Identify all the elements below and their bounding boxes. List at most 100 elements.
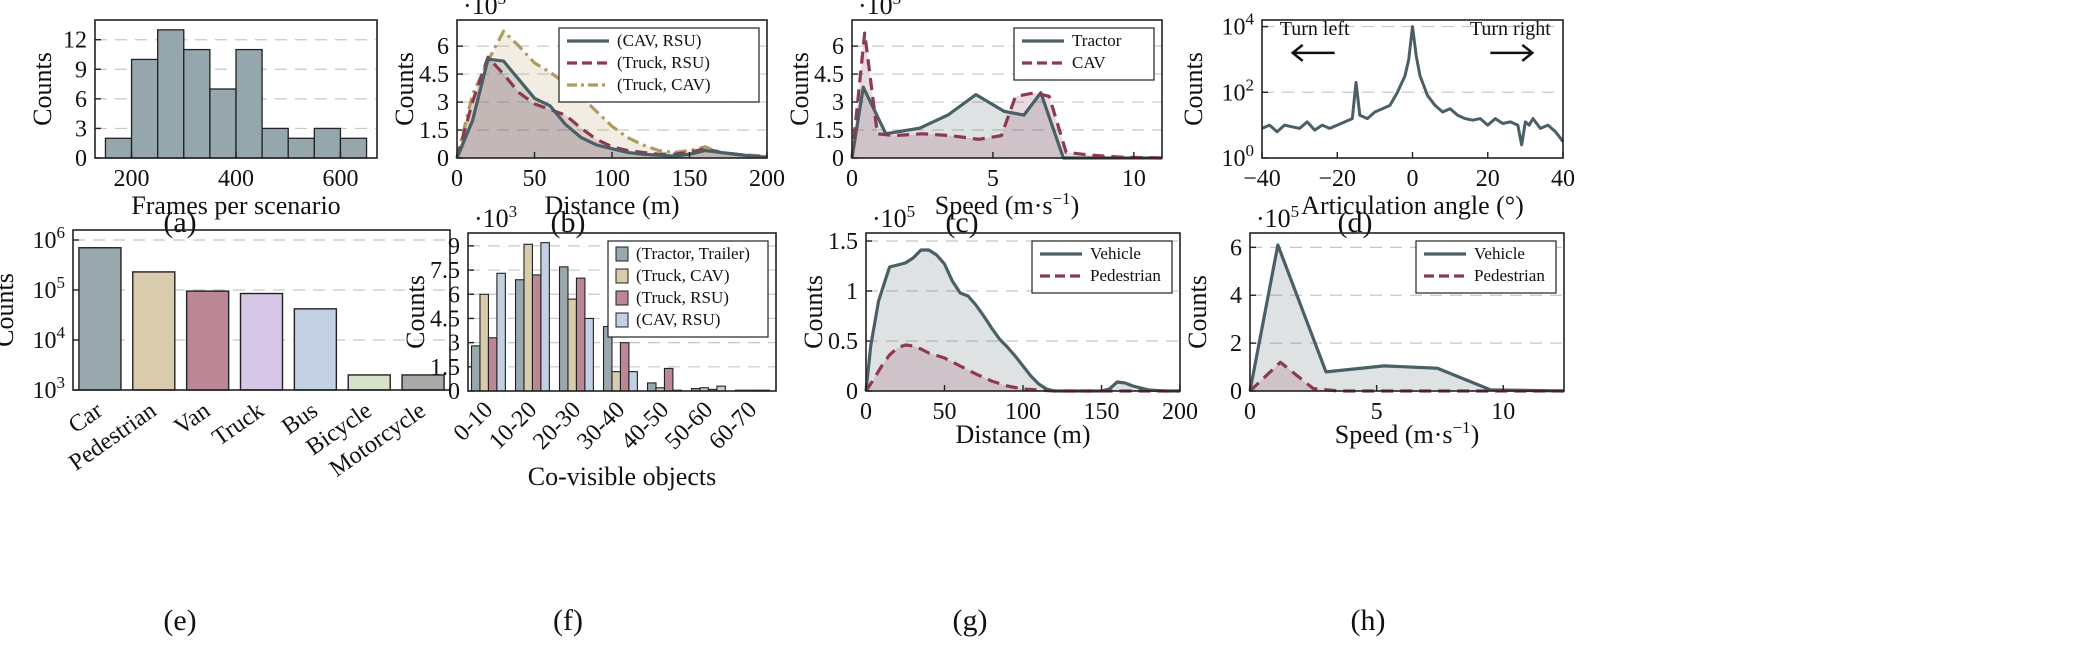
y-tick-label: 0.5 [828,329,858,355]
x-tick-label: 100 [1005,399,1041,425]
bar-(Tractor, Trailer) [646,382,657,392]
legend-label: (Truck, CAV) [617,75,711,94]
legend-box [1415,240,1557,294]
y-tick-label: 6 [75,87,87,113]
bar-(Tractor, Trailer) [558,266,569,392]
panel-c: 01.534.56 0 5 10 ·103 Speed (m·s−1) Counts (c) T… [785,0,1163,239]
y-tick-label: 12 [63,28,87,54]
area-fill-(Truck, RSU) [457,57,767,158]
y-tick-label: 0 [832,146,844,172]
bar-(Truck, CAV) [567,298,577,392]
x-tick-label: 400 [218,166,254,192]
x-tick-label: 200 [114,166,150,192]
bar-(Truck, RSU) [531,274,542,392]
y-tick-label: 0 [75,146,87,172]
series-line [1261,25,1565,147]
y-tick-label: 104 [1222,10,1255,41]
x-tick-label: 5 [1371,399,1383,425]
y-tick-label: 1.5 [419,118,449,144]
bar-(CAV, RSU) [584,317,594,392]
x-tick-label: 600 [322,166,358,192]
axis-multiplier: ·105 [872,202,915,233]
bar-(CAV, RSU) [628,371,638,392]
category-label: Van [170,398,215,441]
axis-multiplier: ·103 [474,202,517,233]
legend-box [607,240,769,338]
axis-multiplier: ·105 [1256,202,1299,233]
legend-label: Vehicle [1474,244,1525,263]
histogram-bar [261,127,289,159]
y-tick-label: 105 [33,273,66,304]
y-tick-label: 106 [33,223,66,254]
x-tick-label: 0 [451,166,463,192]
y-tick-label: 103 [33,373,66,404]
axis-multiplier: ·103 [858,0,901,20]
histogram-bar [313,127,342,159]
axes-frame [865,232,1181,392]
bar-Truck [239,292,284,391]
legend-label: (Truck, RSU) [617,53,710,72]
histogram-bar [104,137,133,159]
y-tick-label: 1.5 [828,229,858,255]
bar-(Truck, CAV) [479,293,489,392]
x-tick-label: 50 [523,166,547,192]
category-label: 40-50 [616,397,674,455]
y-axis-label: Counts [1179,52,1208,126]
y-tick-label: 1.5 [814,118,844,144]
area-fill-Vehicle [866,250,1180,391]
category-label: 20-30 [528,397,586,455]
category-label: Truck [208,398,269,452]
axes-frame [1249,232,1565,392]
area-fill-Vehicle [1250,244,1564,391]
legend-label: Pedestrian [1474,266,1545,285]
x-tick-label: −20 [1318,166,1356,192]
x-tick-label: 20 [1476,166,1500,192]
x-tick-label: 10 [1491,399,1515,425]
y-tick-label: 104 [33,323,66,354]
y-tick-label: 1 [846,279,858,305]
legend-box [1013,27,1155,81]
category-label: 30-40 [572,397,630,455]
x-axis-label: Articulation angle (°) [1301,191,1524,220]
bar-Pedestrian [132,271,176,391]
histogram-bar [130,58,159,159]
x-axis-label: Distance (m) [544,191,679,220]
y-tick-label: 1.5 [430,355,460,381]
histogram-bar [157,29,185,159]
y-tick-label: 0 [1230,379,1242,405]
legend-label: Pedestrian [1090,266,1161,285]
y-tick-label: 0 [437,146,449,172]
series-line-CAV [850,31,1163,160]
bar-Bus [293,308,338,391]
y-tick-label: 6 [437,34,449,60]
area-fill-(CAV, RSU) [457,59,767,158]
bar-(Truck, RSU) [487,337,498,392]
legend-box [1031,240,1173,294]
x-tick-label: 0 [846,166,858,192]
y-axis-label: Counts [401,275,430,349]
panel-caption: (c) [945,206,978,239]
bar-(CAV, RSU) [496,272,506,392]
x-axis-label: Co-visible objects [528,462,716,491]
bar-(Truck, CAV) [523,243,533,392]
y-tick-label: 3 [437,90,449,116]
panel-b: 01.534.56 0 50 100 150 200 ·103 Distance (m) Cou… [390,0,785,239]
x-tick-label: 0 [860,399,872,425]
x-tick-label: 10 [1122,166,1146,192]
y-tick-label: 4 [1230,283,1242,309]
axes-frame [72,229,451,391]
bar-Van [185,290,230,391]
histogram-bar [339,137,368,159]
category-label: 50-60 [660,397,718,455]
axes-frame [467,232,777,392]
y-tick-label: 2 [1230,331,1242,357]
y-axis-label: Counts [0,273,19,347]
histogram-bar [209,88,237,159]
y-tick-label: 4.5 [419,62,449,88]
y-tick-label: 6 [448,282,460,308]
panel-h: 0 2 4 6 0 5 10 ·105 Speed (m·s−1) Counts (h) Vehicl… [1183,202,1565,637]
x-axis-label: Speed (m·s−1) [935,189,1079,220]
y-tick-label: 9 [448,234,460,260]
legend-label: Vehicle [1090,244,1141,263]
